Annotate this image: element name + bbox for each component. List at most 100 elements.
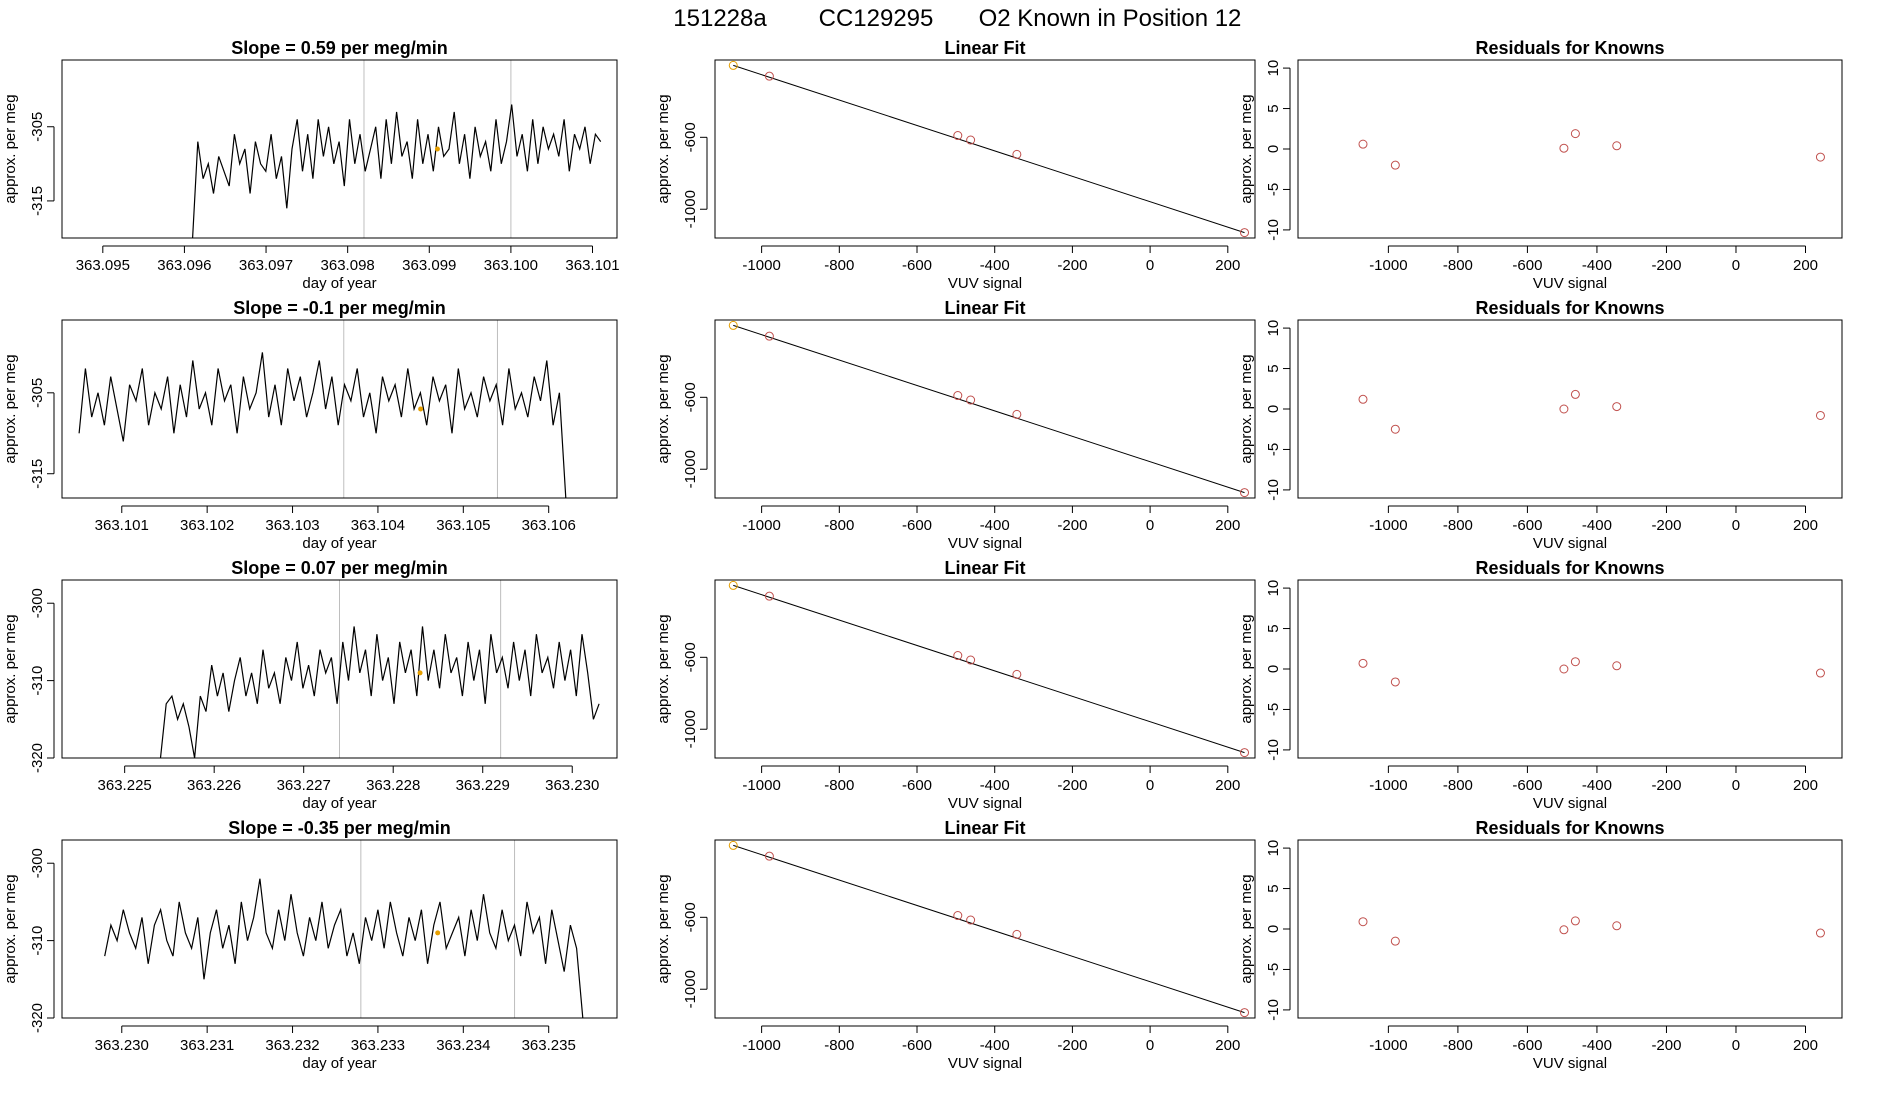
panel-title: Linear Fit (944, 818, 1025, 838)
x-tick-label: 363.230 (95, 1037, 149, 1054)
x-tick-label: -800 (1443, 257, 1473, 274)
x-tick-label: -600 (1512, 1037, 1542, 1054)
panels: Slope = 0.59 per meg/min 363.095 363.096 36… (2, 38, 1843, 1072)
panel-title: Linear Fit (944, 298, 1025, 318)
x-tick-label: 200 (1793, 1037, 1818, 1054)
x-axis-label: day of year (302, 1055, 376, 1072)
data-point (1390, 160, 1400, 170)
x-tick-label: 0 (1146, 1037, 1154, 1054)
plot-frame (714, 319, 1256, 499)
x-axis-label: VUV signal (948, 1055, 1022, 1072)
y-tick-label: 0 (1265, 925, 1282, 933)
data-point (1559, 925, 1569, 935)
fit-line-hidden (715, 846, 1255, 1038)
plot-frame (61, 839, 618, 1019)
y-tick-label: -10 (1265, 999, 1282, 1021)
y-tick-label: -5 (1265, 963, 1282, 976)
x-tick-label: 0 (1732, 1037, 1740, 1054)
y-axis-label: approx. per meg (2, 94, 19, 203)
x-tick-label: -400 (980, 777, 1010, 794)
x-tick-label: 0 (1146, 517, 1154, 534)
y-tick-label: -1000 (682, 970, 699, 1008)
data-point (1240, 748, 1250, 758)
panel-0-1: Linear Fit -1000 -800 -600 -400 -200 0 200 VUV s… (655, 38, 1256, 292)
x-axis-label: VUV signal (1533, 795, 1607, 812)
plot-area (1358, 389, 1825, 434)
x-tick-label: -400 (980, 1037, 1010, 1054)
panel-1-2: Residuals for Knowns-1000 -800 -600 -400 -20… (1238, 298, 1843, 552)
y-tick-label: -10 (1265, 479, 1282, 501)
x-tick-label: 363.105 (436, 517, 490, 534)
data-point (1815, 152, 1825, 162)
plot-area (728, 320, 1250, 498)
x-tick-label: 363.104 (351, 517, 405, 534)
x-tick-label: 0 (1146, 257, 1154, 274)
x-tick-label: 363.226 (187, 777, 241, 794)
plot-frame (61, 579, 618, 759)
data-point (953, 391, 963, 401)
data-point (1570, 389, 1580, 399)
y-axis-label: approx. per meg (1238, 354, 1255, 463)
data-point (1358, 917, 1368, 927)
x-tick-label: -1000 (1369, 1037, 1407, 1054)
fit-line-hidden (715, 586, 1255, 778)
data-point (728, 840, 738, 850)
plot-frame (714, 579, 1256, 759)
plot-frame (1297, 59, 1843, 239)
x-tick-label: 363.225 (98, 777, 152, 794)
data-point (1240, 1008, 1250, 1018)
y-tick-label: -10 (1265, 739, 1282, 761)
x-axis-label: VUV signal (1533, 1055, 1607, 1072)
panel-title: Residuals for Knowns (1475, 558, 1664, 578)
y-tick-label: 10 (1265, 60, 1282, 77)
x-tick-label: 200 (1793, 777, 1818, 794)
x-tick-label: 363.229 (456, 777, 510, 794)
y-tick-label: -300 (29, 588, 46, 618)
data-series-line (104, 878, 584, 1018)
x-axis-label: day of year (302, 535, 376, 552)
x-tick-label: 363.101 (565, 257, 619, 274)
x-tick-label: -800 (1443, 777, 1473, 794)
y-axis-label: approx. per meg (1238, 874, 1255, 983)
highlight-mark (435, 930, 441, 936)
x-tick-label: 363.097 (239, 257, 293, 274)
fit-line (733, 64, 1245, 234)
x-tick-label: -400 (1582, 777, 1612, 794)
y-tick-label: 5 (1265, 884, 1282, 892)
x-tick-label: -800 (1443, 517, 1473, 534)
data-point (1612, 661, 1622, 671)
panel-3-0: Slope = -0.35 per meg/min 363.230 363.231 3… (2, 818, 618, 1072)
x-tick-label: 363.230 (545, 777, 599, 794)
panel-title: Linear Fit (944, 558, 1025, 578)
x-axis-label: VUV signal (948, 795, 1022, 812)
panel-title: Slope = -0.1 per meg/min (233, 298, 446, 318)
x-tick-label: 200 (1215, 1037, 1240, 1054)
y-axis-label: approx. per meg (1238, 94, 1255, 203)
x-axis-label: VUV signal (1533, 535, 1607, 552)
data-point (728, 580, 738, 590)
panel-title: Slope = 0.07 per meg/min (231, 558, 448, 578)
x-tick-label: 363.227 (277, 777, 331, 794)
data-point (764, 851, 774, 861)
x-tick-label: -800 (1443, 1037, 1473, 1054)
x-tick-label: -800 (824, 1037, 854, 1054)
y-axis-label: approx. per meg (655, 874, 672, 983)
x-tick-label: -600 (1512, 777, 1542, 794)
plot-frame (61, 319, 618, 499)
y-tick-label: -315 (29, 186, 46, 216)
x-tick-label: -200 (1651, 517, 1681, 534)
x-axis-label: day of year (302, 275, 376, 292)
data-point (1012, 149, 1022, 159)
data-point (1612, 402, 1622, 412)
x-axis-label: VUV signal (1533, 275, 1607, 292)
x-tick-label: -600 (902, 257, 932, 274)
y-axis-label: approx. per meg (655, 354, 672, 463)
y-tick-label: -1000 (682, 450, 699, 488)
fit-line (733, 584, 1245, 754)
y-tick-label: -600 (682, 122, 699, 152)
panel-title: Residuals for Knowns (1475, 298, 1664, 318)
x-tick-label: 0 (1732, 257, 1740, 274)
data-point (966, 395, 976, 405)
